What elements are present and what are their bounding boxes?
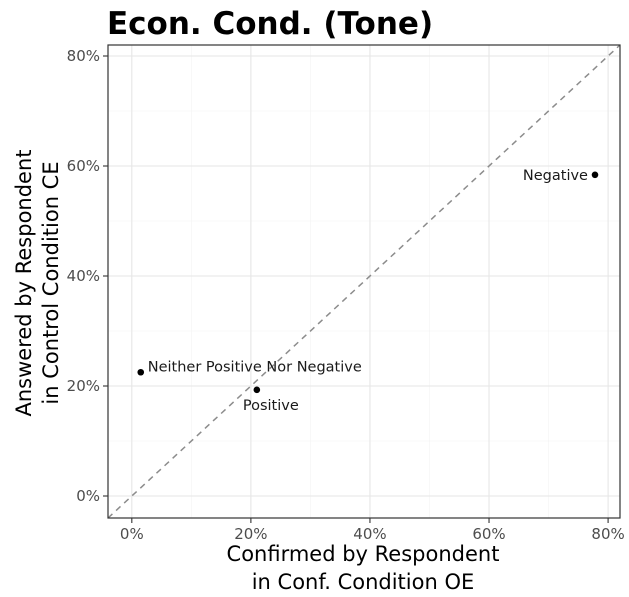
data-point [253, 386, 261, 394]
x-axis: 0% 20% 40% 60% 80% [120, 518, 625, 543]
y-axis-title-line-2: in Control Condition CE [39, 161, 63, 404]
x-tick-label: 60% [472, 525, 505, 543]
major-gridlines [108, 45, 620, 518]
x-tick-label: 80% [591, 525, 624, 543]
y-axis-title-line-1: Answered by Respondent [12, 149, 36, 416]
data-point-label: Negative [523, 168, 588, 184]
plot-panel-border [107, 44, 621, 519]
chart-title: Econ. Cond. (Tone) [107, 6, 433, 42]
y-tick-label: 60% [67, 157, 100, 175]
x-tick-label: 0% [120, 525, 144, 543]
y-tick-label: 80% [67, 47, 100, 65]
diagonal-reference-line [107, 44, 621, 519]
x-axis-title-line-1: Confirmed by Respondent [227, 542, 500, 566]
data-point [137, 368, 145, 376]
x-tick-label: 20% [234, 525, 267, 543]
data-point-label: Positive [243, 398, 299, 414]
data-point [591, 171, 599, 179]
y-tick-label: 20% [67, 377, 100, 395]
y-axis: 0% 20% 40% 60% 80% [67, 47, 108, 505]
minor-gridlines [108, 45, 620, 518]
y-tick-label: 40% [67, 267, 100, 285]
x-axis-title-line-2: in Conf. Condition OE [252, 570, 475, 594]
data-point-label: Neither Positive Nor Negative [148, 359, 362, 375]
reference-line-layer [107, 44, 621, 519]
x-tick-label: 40% [353, 525, 386, 543]
points-layer: Negative Neither Positive Nor Negative Pos… [137, 168, 599, 414]
y-tick-label: 0% [76, 487, 100, 505]
